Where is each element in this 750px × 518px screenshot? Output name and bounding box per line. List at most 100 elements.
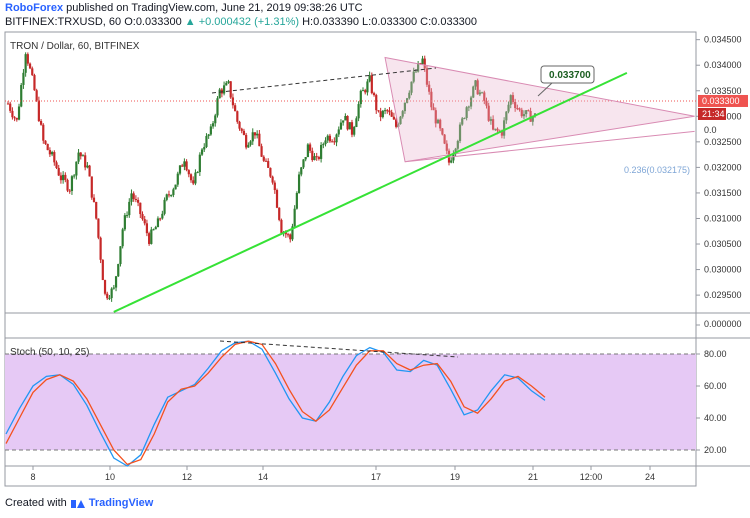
fib-level-label: 0.236(0.032175) <box>624 165 690 175</box>
candle-body <box>322 144 325 146</box>
candle-body <box>240 128 243 131</box>
candle-body <box>478 92 481 95</box>
candle-body <box>258 133 261 147</box>
candle-body <box>337 129 340 135</box>
candle-body <box>417 63 420 72</box>
chart-canvas[interactable]: 0.0345000.0340000.0335000.0330000.032500… <box>0 0 750 497</box>
candle-body <box>145 223 149 234</box>
candle-body <box>308 144 312 151</box>
candle-body <box>112 287 115 289</box>
candle-body <box>172 189 175 196</box>
candle-body <box>92 197 96 202</box>
candle-body <box>53 152 56 163</box>
candle-body <box>505 111 508 121</box>
candle-body <box>297 174 301 193</box>
candle-body <box>110 288 113 299</box>
candle-body <box>187 170 190 175</box>
candle-body <box>170 195 173 197</box>
brand-name[interactable]: RoboForex <box>5 2 64 14</box>
price-partial-label: 0.0 <box>704 125 717 135</box>
candle-body <box>392 116 395 120</box>
candle-body <box>231 97 235 106</box>
candle-body <box>62 174 65 181</box>
candle-body <box>494 128 497 130</box>
candle-body <box>125 215 129 217</box>
candle-body <box>425 68 429 85</box>
candle-body <box>163 199 166 214</box>
close-value: C:0.033300 <box>420 16 478 28</box>
candle-body <box>28 63 32 69</box>
candle-body <box>342 120 345 123</box>
candle-body <box>167 194 171 196</box>
candle-body <box>238 121 241 129</box>
candle-body <box>251 132 254 142</box>
candle-body <box>331 141 334 143</box>
candle-body <box>17 106 21 120</box>
candle-body <box>379 111 382 118</box>
candle-body <box>236 111 239 122</box>
candle-body <box>511 95 515 103</box>
candle-body <box>139 202 142 215</box>
candle-body <box>346 115 349 130</box>
candle-body <box>483 92 486 101</box>
candle-body <box>117 264 120 277</box>
price-tick-label: 0.032000 <box>704 162 742 172</box>
candle-body <box>388 110 391 113</box>
candle-body <box>366 81 369 93</box>
candle-body <box>209 126 212 135</box>
support-trendline[interactable] <box>113 71 628 313</box>
published-text: published on TradingView.com, June 21, 2… <box>66 2 363 14</box>
candle-body <box>383 110 387 112</box>
candle-body <box>450 160 453 163</box>
candle-body <box>436 119 440 124</box>
symbol-line: BITFINEX:TRXUSD, 60 <box>5 16 122 28</box>
candle-body <box>20 84 23 107</box>
candle-body <box>500 130 504 136</box>
candle-body <box>134 198 137 200</box>
time-tick-label: 12:00 <box>580 472 603 482</box>
candle-body <box>73 175 76 177</box>
candle-body <box>256 133 259 136</box>
time-tick-label: 8 <box>30 472 35 482</box>
candle-body <box>181 165 184 167</box>
publisher-line: RoboForex published on TradingView.com, … <box>5 2 363 14</box>
candle-body <box>39 121 43 125</box>
candle-body <box>386 110 389 112</box>
candle-body <box>174 184 177 190</box>
candle-body <box>503 120 506 136</box>
tradingview-logo-icon <box>70 500 85 508</box>
candle-body <box>225 82 228 86</box>
candle-body <box>205 136 208 147</box>
candle-body <box>156 218 160 228</box>
candle-body <box>527 110 530 112</box>
candle-body <box>194 172 197 184</box>
candle-body <box>289 234 292 240</box>
candle-body <box>326 135 329 141</box>
price-tick-label: 0.030000 <box>704 265 742 275</box>
tradingview-brand[interactable]: TradingView <box>88 497 154 509</box>
candle-body <box>441 128 444 135</box>
candle-body <box>106 293 109 299</box>
triangle-pattern[interactable] <box>384 56 695 163</box>
candle-body <box>101 259 104 281</box>
stoch-divergence-line[interactable] <box>219 340 459 358</box>
candle-body <box>189 174 193 181</box>
price-tick-label: 0.033500 <box>704 86 742 96</box>
candle-body <box>390 112 393 117</box>
candle-body <box>183 161 186 167</box>
candle-body <box>227 81 230 83</box>
candle-body <box>474 80 477 87</box>
candle-body <box>295 192 298 209</box>
price-divergence-line[interactable] <box>211 67 437 94</box>
candle-body <box>333 141 336 143</box>
triangle-lower-edge[interactable] <box>404 130 695 163</box>
candle-body <box>278 207 281 220</box>
price-callout[interactable] <box>540 65 595 84</box>
candle-body <box>26 54 29 64</box>
candle-body <box>335 134 338 143</box>
candle-body <box>423 58 426 69</box>
stoch-d-line <box>5 340 546 466</box>
candle-body <box>269 167 272 177</box>
countdown-label: 21:34 <box>702 109 725 119</box>
candle-body <box>375 95 378 111</box>
